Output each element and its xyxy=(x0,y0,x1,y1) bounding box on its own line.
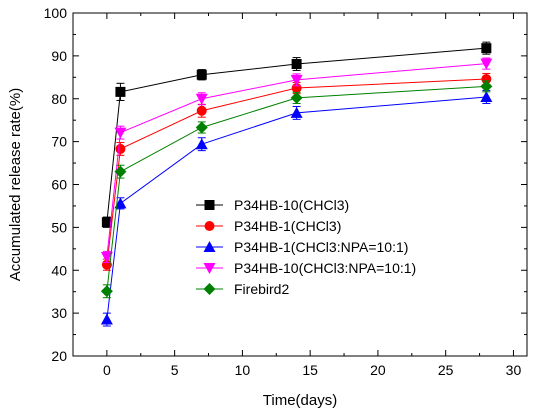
series-1 xyxy=(101,41,492,228)
legend-entry: P34HB-1(CHCl3) xyxy=(196,218,341,234)
x-tick-label: 15 xyxy=(302,362,318,378)
y-tick-label: 100 xyxy=(44,5,68,21)
data-point xyxy=(195,93,208,105)
data-point xyxy=(480,80,493,93)
legend-label: P34HB-10(CHCl3:NPA=10:1) xyxy=(234,260,416,276)
y-tick-label: 80 xyxy=(51,91,67,107)
plot-axes: 20 30 40 50 60 70 80 90 100 0 5 10 15 20 25 30 xyxy=(44,5,528,378)
data-point xyxy=(196,69,207,80)
data-point xyxy=(480,58,493,70)
legend-entry: P34HB-10(CHCl3:NPA=10:1) xyxy=(196,260,416,276)
legend-marker xyxy=(203,263,216,274)
data-point xyxy=(290,106,303,118)
x-tick-label: 30 xyxy=(506,362,522,378)
data-point xyxy=(481,74,492,85)
x-tick-label: 0 xyxy=(103,362,111,378)
legend-entry: P34HB-10(CHCl3) xyxy=(196,197,349,213)
data-point xyxy=(114,165,127,178)
y-tick-label: 70 xyxy=(51,134,67,150)
data-point xyxy=(195,138,208,150)
y-tick-label: 90 xyxy=(51,48,67,64)
legend: P34HB-10(CHCl3) P34HB-1(CHCl3) P34HB-1(CHC… xyxy=(196,197,416,297)
legend-label: P34HB-1(CHCl3) xyxy=(234,218,341,234)
series-5 xyxy=(100,80,493,299)
y-tick-label: 30 xyxy=(51,305,67,321)
y-tick-label: 60 xyxy=(51,177,67,193)
x-tick-label: 25 xyxy=(438,362,454,378)
x-tick-label: 20 xyxy=(370,362,386,378)
x-tick-label: 10 xyxy=(235,362,251,378)
legend-marker xyxy=(203,241,216,252)
data-point xyxy=(100,251,113,263)
y-axis-title: Accumulated release rate(%) xyxy=(7,88,24,281)
legend-label: Firebird2 xyxy=(234,281,289,297)
data-point xyxy=(100,285,113,298)
data-point xyxy=(114,197,127,209)
data-point xyxy=(290,74,303,86)
series-3 xyxy=(100,90,493,327)
data-point xyxy=(291,59,302,70)
data-point xyxy=(481,43,492,54)
x-tick-label: 5 xyxy=(171,362,179,378)
legend-entry: P34HB-1(CHCl3:NPA=10:1) xyxy=(196,239,408,255)
legend-entry: Firebird2 xyxy=(196,281,289,297)
x-axis-title: Time(days) xyxy=(263,392,337,409)
series-4 xyxy=(100,57,493,264)
legend-label: P34HB-10(CHCl3) xyxy=(234,197,349,213)
data-point xyxy=(196,105,207,116)
legend-label: P34HB-1(CHCl3:NPA=10:1) xyxy=(234,239,408,255)
legend-marker xyxy=(204,200,215,210)
data-point xyxy=(100,313,113,325)
data-point xyxy=(114,127,127,139)
y-tick-label: 20 xyxy=(51,348,67,364)
legend-marker xyxy=(204,221,215,231)
y-tick-label: 50 xyxy=(51,219,67,235)
data-point xyxy=(101,217,112,228)
series-layer xyxy=(100,41,493,327)
data-point xyxy=(480,91,493,103)
data-point xyxy=(115,143,126,154)
data-point xyxy=(115,86,126,97)
data-point xyxy=(195,121,208,134)
legend-marker xyxy=(203,283,216,295)
y-tick-label: 40 xyxy=(51,262,67,278)
data-point xyxy=(290,91,303,104)
